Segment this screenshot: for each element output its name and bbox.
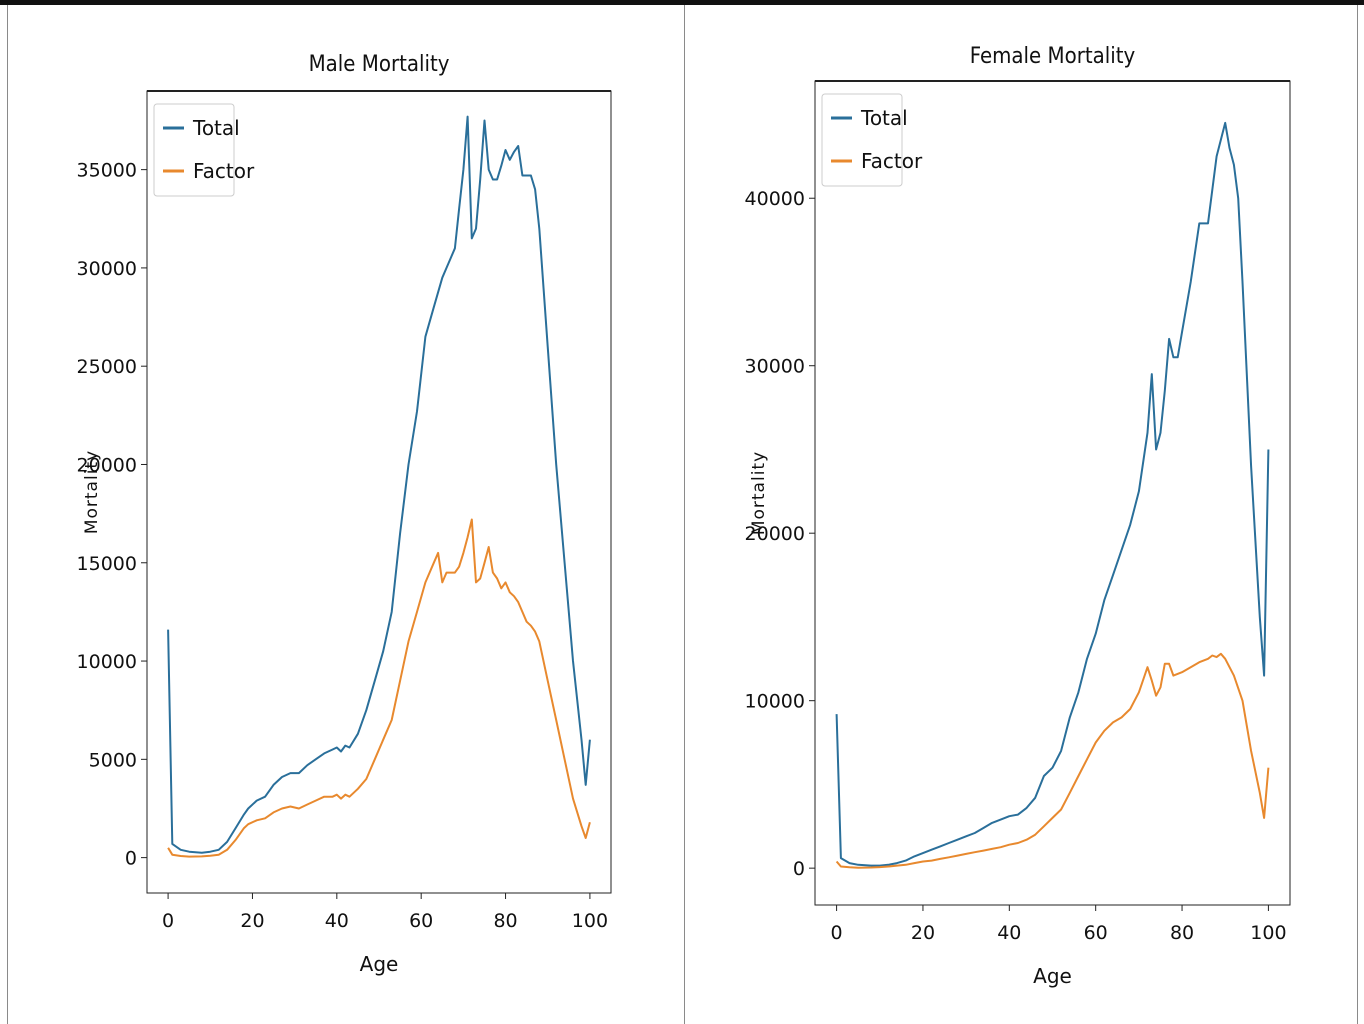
series-line-total bbox=[167, 115, 591, 854]
top-border bbox=[0, 0, 1364, 5]
x-tick-label: 60 bbox=[1084, 922, 1108, 944]
x-tick-label: 40 bbox=[325, 910, 349, 932]
female-mortality-panel: Female Mortality 0 20 40 60 80 100 0 10000 20000 3… bbox=[684, 5, 1358, 1024]
x-tick-label: 20 bbox=[240, 910, 264, 932]
y-axis-label: Mortality bbox=[749, 451, 769, 535]
male-mortality-panel: Male Mortality 0 20 40 60 80 100 0 5000 10000 1500… bbox=[7, 5, 684, 1024]
plot-frame bbox=[146, 90, 612, 894]
x-tick-label: 0 bbox=[831, 922, 843, 944]
legend-label-factor: Factor bbox=[861, 149, 923, 173]
y-tick-label: 10000 bbox=[745, 691, 805, 713]
x-axis-label: Age bbox=[1033, 964, 1072, 988]
y-tick-label: 40000 bbox=[745, 188, 805, 210]
series-line-factor bbox=[167, 518, 591, 858]
legend-label-factor: Factor bbox=[193, 159, 255, 183]
chart-title: Male Mortality bbox=[309, 52, 450, 77]
y-tick-label: 15000 bbox=[77, 553, 137, 575]
female-mortality-chart: Female Mortality 0 20 40 60 80 100 0 10000 20000 3… bbox=[745, 44, 1291, 988]
plot-frame bbox=[814, 80, 1291, 906]
y-tick-label: 30000 bbox=[745, 356, 805, 378]
x-tick-label: 80 bbox=[493, 910, 517, 932]
x-axis-label: Age bbox=[360, 952, 399, 976]
series-line-total bbox=[835, 121, 1270, 867]
y-tick-label: 10000 bbox=[77, 651, 137, 673]
x-tick-label: 100 bbox=[1250, 922, 1286, 944]
x-tick-label: 80 bbox=[1170, 922, 1194, 944]
x-tick-label: 20 bbox=[911, 922, 935, 944]
y-tick-label: 30000 bbox=[77, 258, 137, 280]
y-tick-label: 0 bbox=[793, 858, 805, 880]
x-tick-label: 60 bbox=[409, 910, 433, 932]
y-tick-label: 0 bbox=[125, 848, 137, 870]
chart-title: Female Mortality bbox=[970, 44, 1136, 69]
y-axis-label: Mortality bbox=[82, 450, 102, 534]
legend-label-total: Total bbox=[860, 106, 908, 130]
y-tick-label: 5000 bbox=[89, 749, 137, 771]
y-tick-label: 20000 bbox=[745, 523, 805, 545]
y-tick-label: 25000 bbox=[77, 356, 137, 378]
y-tick-label: 20000 bbox=[77, 454, 137, 476]
series-line-factor bbox=[835, 652, 1270, 869]
male-mortality-chart: Male Mortality 0 20 40 60 80 100 0 5000 10000 1500… bbox=[77, 52, 612, 976]
legend-label-total: Total bbox=[192, 116, 240, 140]
x-tick-label: 0 bbox=[162, 910, 174, 932]
y-tick-label: 35000 bbox=[77, 160, 137, 182]
x-tick-label: 100 bbox=[572, 910, 608, 932]
x-tick-label: 40 bbox=[997, 922, 1021, 944]
